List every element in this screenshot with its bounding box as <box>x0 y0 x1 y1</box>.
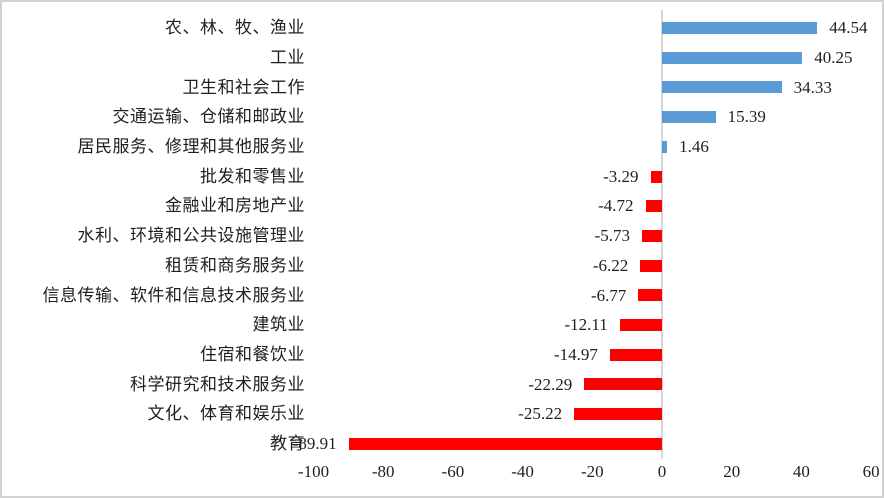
category-label: 工业 <box>270 47 305 67</box>
negative-bar <box>619 319 662 332</box>
negative-bar <box>650 170 662 183</box>
x-axis-tick-label: -20 <box>580 462 604 481</box>
category-label: 教育 <box>270 434 305 453</box>
category-label: 水利、环境和公共设施管理业 <box>77 226 305 246</box>
value-label: -25.22 <box>518 404 563 424</box>
value-label: 44.54 <box>829 18 868 38</box>
value-label: -3.29 <box>603 166 639 186</box>
value-label: -14.97 <box>553 344 598 364</box>
x-axis-tick-label: -100 <box>297 462 330 481</box>
category-label: 交通运输、仓储和邮政业 <box>112 107 305 127</box>
negative-bar <box>638 289 662 302</box>
x-axis-tick-label: 60 <box>862 462 880 481</box>
value-label: 34.33 <box>793 77 832 97</box>
zero-axis-line <box>661 10 663 459</box>
category-label: 卫生和社会工作 <box>182 77 305 97</box>
negative-bar <box>574 408 662 421</box>
value-label: 1.46 <box>679 137 709 156</box>
x-axis-tick-label: 40 <box>792 462 810 481</box>
value-label: -89.91 <box>292 434 337 453</box>
value-label: -5.73 <box>594 226 631 246</box>
negative-bar <box>642 229 662 242</box>
positive-bar <box>662 81 782 94</box>
x-axis-tick-label: 0 <box>657 462 667 481</box>
category-label: 科学研究和技术服务业 <box>130 374 305 394</box>
category-label: 居民服务、修理和其他服务业 <box>77 137 305 156</box>
value-label: -4.72 <box>598 196 634 216</box>
negative-bar <box>640 259 662 272</box>
value-label: 15.39 <box>727 107 766 127</box>
x-axis-tick-label: -80 <box>371 462 395 481</box>
x-axis-tick-label: -40 <box>511 462 534 481</box>
category-label: 建筑业 <box>252 315 305 335</box>
x-axis-tick-label: -60 <box>441 462 465 481</box>
value-label: -22.29 <box>528 374 573 394</box>
positive-bar <box>662 140 668 153</box>
value-label: -6.77 <box>590 285 627 305</box>
category-label: 信息传输、软件和信息技术服务业 <box>42 285 305 305</box>
positive-bar <box>662 51 803 64</box>
negative-bar <box>645 200 662 213</box>
category-label: 住宿和餐饮业 <box>200 344 305 364</box>
value-label: -12.11 <box>564 315 608 335</box>
category-label: 农、林、牧、渔业 <box>165 18 305 38</box>
category-label: 金融业和房地产业 <box>165 196 305 216</box>
value-label: 40.25 <box>814 47 853 67</box>
negative-bar <box>348 437 662 450</box>
negative-bar <box>584 378 662 391</box>
negative-bar <box>609 348 662 361</box>
category-label: 批发和零售业 <box>200 166 305 186</box>
category-label: 租赁和商务服务业 <box>165 255 305 275</box>
x-axis-tick-label: 20 <box>723 462 741 481</box>
positive-bar <box>662 111 716 124</box>
value-label: -6.22 <box>592 255 629 275</box>
category-label: 文化、体育和娱乐业 <box>147 404 305 424</box>
positive-bar <box>662 22 818 35</box>
